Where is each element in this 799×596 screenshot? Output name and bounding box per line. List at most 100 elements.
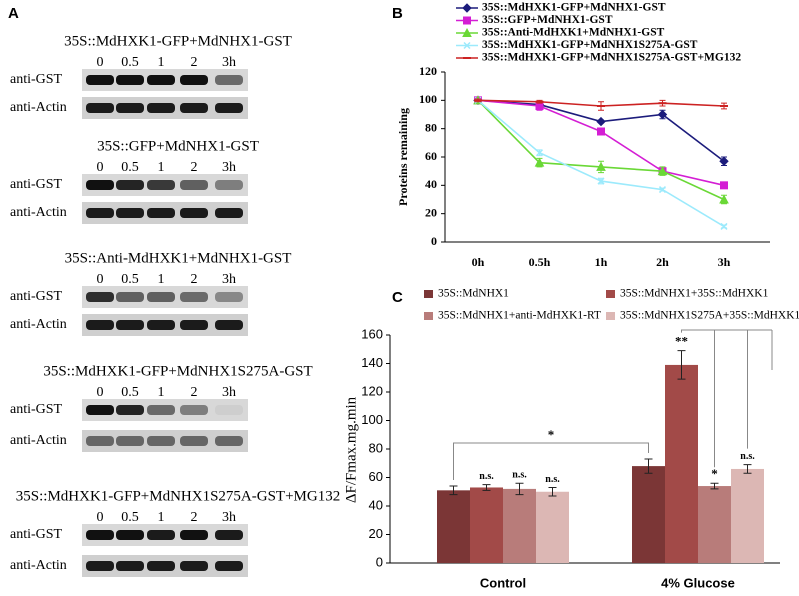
lane-label: 0.5 bbox=[121, 272, 139, 287]
legend-label: 35S::MdNHX1+35S::MdHXK1 bbox=[620, 288, 769, 300]
lane-label: 3h bbox=[222, 160, 236, 175]
error-bar bbox=[710, 482, 719, 490]
blot-band bbox=[116, 561, 144, 571]
marker bbox=[657, 109, 668, 120]
row-label: anti-GST bbox=[10, 289, 63, 304]
marker bbox=[597, 177, 605, 185]
y-tick-label: 20 bbox=[369, 526, 383, 541]
bar bbox=[632, 466, 665, 563]
lane-label: 0.5 bbox=[121, 55, 139, 70]
bracket-label: * bbox=[548, 427, 555, 442]
blot-band bbox=[116, 530, 144, 540]
significance-label: n.s. bbox=[479, 471, 494, 482]
lane-label: 3h bbox=[222, 510, 236, 525]
blot-band bbox=[215, 103, 243, 113]
marker bbox=[596, 116, 606, 127]
blot-band bbox=[215, 530, 243, 540]
error-bar bbox=[548, 486, 557, 497]
y-tick-label: 100 bbox=[419, 92, 437, 106]
lane-label: 2 bbox=[191, 385, 198, 400]
blot-band bbox=[215, 320, 243, 330]
y-tick-label: 40 bbox=[425, 177, 437, 191]
error-bar bbox=[644, 458, 653, 474]
marker bbox=[719, 194, 729, 204]
lane-label: 1 bbox=[158, 55, 165, 70]
blot-band bbox=[86, 103, 114, 113]
lane-label: 1 bbox=[158, 160, 165, 175]
blot-band bbox=[116, 103, 144, 113]
bar bbox=[437, 490, 470, 563]
blot-band bbox=[86, 292, 114, 302]
row-label: anti-Actin bbox=[10, 205, 67, 220]
blot-band bbox=[86, 208, 114, 218]
legend-label: 35S::MdNHX1 bbox=[438, 288, 509, 300]
lane-label: 0.5 bbox=[121, 160, 139, 175]
blot-band bbox=[215, 208, 243, 218]
bracket bbox=[681, 329, 773, 468]
y-tick-label: 40 bbox=[369, 497, 383, 512]
blot-band bbox=[86, 405, 114, 415]
legend-marker bbox=[463, 16, 471, 25]
legend-marker bbox=[462, 27, 472, 37]
y-tick-label: 80 bbox=[425, 120, 437, 134]
y-axis-label: ΔF/Fmax.mg.min bbox=[343, 396, 359, 503]
row-label: anti-GST bbox=[10, 527, 63, 542]
row-label: anti-Actin bbox=[10, 433, 67, 448]
marker bbox=[534, 157, 545, 167]
lane-label: 2 bbox=[191, 55, 198, 70]
blot-band bbox=[180, 180, 208, 190]
x-tick-label: 4% Glucose bbox=[661, 575, 735, 590]
y-tick-label: 120 bbox=[361, 383, 383, 398]
legend-label: 35S::Anti-MdHXK1+MdNHX1-GST bbox=[482, 27, 665, 39]
lane-label: 0 bbox=[97, 160, 104, 175]
blot-band bbox=[147, 208, 175, 218]
blot-title: 35S::MdHXK1-GFP+MdNHX1-GST bbox=[64, 33, 292, 49]
blot-band bbox=[147, 530, 175, 540]
marker bbox=[535, 149, 544, 157]
lane-label: 0 bbox=[97, 55, 104, 70]
blot-band bbox=[215, 180, 243, 190]
blot-band bbox=[147, 320, 175, 330]
bar bbox=[698, 486, 731, 563]
row-label: anti-Actin bbox=[10, 100, 67, 115]
blot-title: 35S::MdHXK1-GFP+MdNHX1S275A-GST+MG132 bbox=[16, 488, 340, 504]
blot-band bbox=[215, 561, 243, 571]
bar bbox=[536, 491, 569, 563]
blot-band bbox=[86, 320, 114, 330]
blot-title: 35S::MdHXK1-GFP+MdNHX1S275A-GST bbox=[43, 363, 312, 379]
marker bbox=[658, 186, 667, 194]
blot-band bbox=[147, 292, 175, 302]
lane-label: 2 bbox=[191, 510, 198, 525]
bracket bbox=[453, 442, 649, 481]
marker bbox=[597, 127, 605, 136]
legend-swatch bbox=[606, 312, 615, 320]
blot-band bbox=[147, 180, 175, 190]
significance-label: ** bbox=[675, 334, 688, 349]
y-tick-label: 160 bbox=[361, 326, 383, 341]
lane-label: 2 bbox=[191, 272, 198, 287]
blot-band bbox=[147, 405, 175, 415]
lane-label: 3h bbox=[222, 55, 236, 70]
row-label: anti-GST bbox=[10, 72, 63, 87]
y-tick-label: 60 bbox=[425, 149, 437, 163]
bar bbox=[503, 488, 536, 563]
legend-swatch bbox=[606, 290, 615, 298]
legend-label: 35S::MdHXK1-GFP+MdNHX1S275A-GST+MG132 bbox=[482, 52, 741, 64]
x-tick-label: 2h bbox=[656, 255, 669, 269]
blot-title: 35S::GFP+MdNHX1-GST bbox=[97, 138, 259, 154]
blot-band bbox=[215, 436, 243, 446]
lane-label: 0 bbox=[97, 272, 104, 287]
lane-label: 0 bbox=[97, 510, 104, 525]
y-tick-label: 60 bbox=[369, 469, 383, 484]
blot-band bbox=[86, 530, 114, 540]
bar bbox=[665, 364, 698, 563]
x-tick-label: 3h bbox=[718, 255, 731, 269]
blot-band bbox=[116, 75, 144, 85]
x-tick-label: 0.5h bbox=[529, 255, 551, 269]
blot-title: 35S::Anti-MdHXK1+MdNHX1-GST bbox=[65, 250, 292, 266]
blot-band bbox=[116, 320, 144, 330]
blot-band bbox=[215, 292, 243, 302]
blot-band bbox=[147, 436, 175, 446]
blot-band bbox=[215, 405, 243, 415]
